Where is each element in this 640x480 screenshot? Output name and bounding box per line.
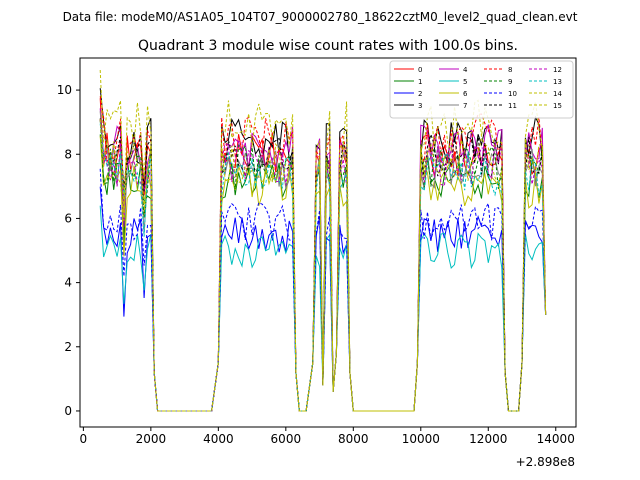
legend-label-13: 13: [553, 78, 562, 86]
legend-label-14: 14: [553, 90, 562, 98]
x-tick-label: 2000: [136, 432, 167, 446]
y-tick-label: 10: [57, 83, 72, 97]
y-tick-label: 6: [64, 211, 72, 225]
legend-label-2: 2: [418, 90, 422, 98]
legend-label-4: 4: [463, 66, 468, 74]
x-tick-label: 14000: [537, 432, 575, 446]
chart-title: Quadrant 3 module wise count rates with …: [138, 38, 518, 54]
x-tick-label: 0: [80, 432, 88, 446]
x-tick-label: 10000: [402, 432, 440, 446]
x-tick-label: 8000: [338, 432, 369, 446]
y-axis: 0 2 4 6 8 10: [57, 83, 80, 418]
legend-label-10: 10: [508, 90, 517, 98]
x-offset-label: +2.898e8: [516, 455, 575, 469]
legend-label-3: 3: [418, 102, 422, 110]
series-layer: [99, 69, 547, 412]
x-tick-label: 4000: [203, 432, 234, 446]
x-axis: 0 2000 4000 6000 8000 10000 12000 14000: [80, 427, 575, 446]
legend-box: [389, 60, 574, 119]
y-tick-label: 0: [64, 404, 72, 418]
legend-label-8: 8: [508, 66, 512, 74]
x-tick-label: 12000: [469, 432, 507, 446]
legend-label-5: 5: [463, 78, 467, 86]
legend-label-11: 11: [508, 102, 517, 110]
legend-label-6: 6: [463, 90, 468, 98]
legend-label-1: 1: [418, 78, 422, 86]
legend-label-9: 9: [508, 78, 512, 86]
legend-label-0: 0: [418, 66, 422, 74]
x-tick-label: 6000: [271, 432, 302, 446]
y-tick-label: 4: [64, 276, 72, 290]
series-line-15: [99, 119, 547, 412]
data-file-line: Data file: modeM0/AS1A05_104T07_90000027…: [63, 10, 578, 24]
legend-label-15: 15: [553, 102, 562, 110]
y-tick-label: 2: [64, 340, 72, 354]
legend-label-7: 7: [463, 102, 467, 110]
y-tick-label: 8: [64, 147, 72, 161]
plot-frame: [79, 57, 577, 428]
legend-label-12: 12: [553, 66, 562, 74]
